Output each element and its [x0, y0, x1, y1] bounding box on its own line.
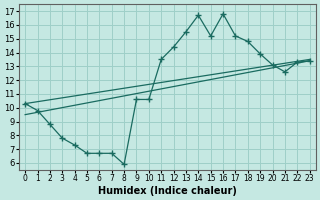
X-axis label: Humidex (Indice chaleur): Humidex (Indice chaleur)	[98, 186, 237, 196]
